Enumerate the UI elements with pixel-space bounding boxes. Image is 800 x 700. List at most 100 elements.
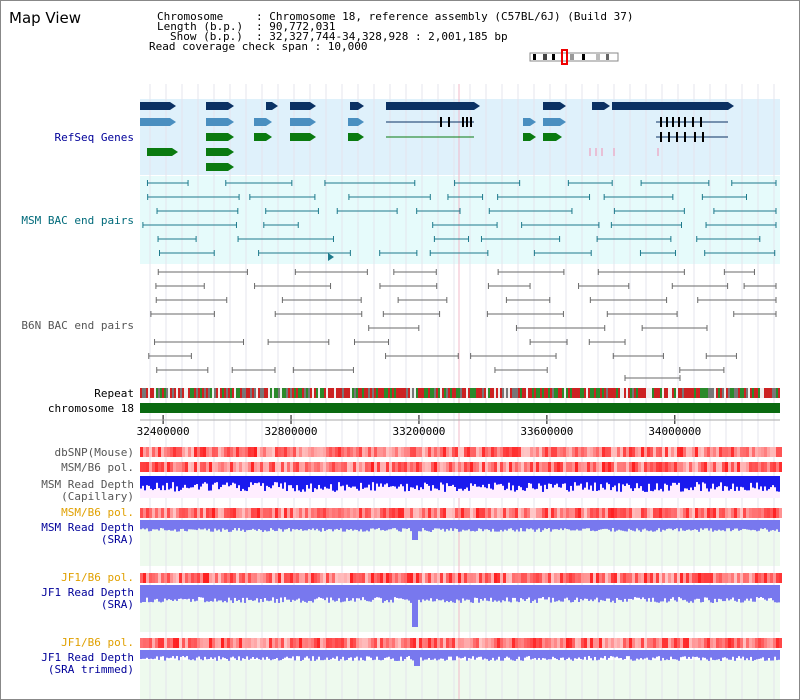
msm-capillary-depth xyxy=(496,476,498,485)
msm-sra-depth xyxy=(550,520,552,532)
dbsnp-strip xyxy=(167,447,170,457)
jf1-sra-depth xyxy=(366,585,368,602)
jf1-trim-depth xyxy=(524,650,526,658)
jf1-sra-depth xyxy=(262,585,264,602)
repeat-feature xyxy=(410,388,412,398)
repeat-feature xyxy=(548,388,550,398)
msm-capillary-depth xyxy=(538,476,540,484)
msm-pol-strip-2 xyxy=(395,508,398,518)
msm-pol-strip xyxy=(323,462,326,472)
msm-capillary-depth xyxy=(266,476,268,486)
msm-pol-strip-2 xyxy=(623,508,626,518)
dbsnp-strip xyxy=(587,447,590,457)
jf1-pol-strip xyxy=(629,573,632,583)
repeat-feature xyxy=(596,388,598,398)
jf1-sra-depth xyxy=(480,585,482,600)
msm-pol-strip-2 xyxy=(170,508,173,518)
jf1-sra-depth xyxy=(554,585,556,602)
jf1-sra-depth xyxy=(226,585,228,603)
msm-capillary-depth xyxy=(668,476,670,491)
repeat-feature xyxy=(760,388,762,398)
repeat-feature xyxy=(662,388,664,398)
jf1-trim-depth xyxy=(422,650,424,661)
jf1-sra-depth xyxy=(340,585,342,603)
msm-sra-depth xyxy=(734,520,736,529)
jf1-pol-strip-2 xyxy=(266,638,269,648)
repeat-feature xyxy=(272,388,274,398)
msm-sra-depth xyxy=(508,520,510,529)
repeat-feature xyxy=(422,388,424,398)
dbsnp-strip xyxy=(731,447,734,457)
msm-pol-strip-2 xyxy=(698,508,701,518)
dbsnp-strip xyxy=(509,447,512,457)
jf1-pol-strip-2 xyxy=(302,638,305,648)
jf1-trim-depth xyxy=(310,650,312,661)
dbsnp-strip xyxy=(143,447,146,457)
jf1-sra-depth xyxy=(706,585,708,598)
jf1-sra-depth xyxy=(358,585,360,599)
msm-pol-strip xyxy=(464,462,467,472)
dbsnp-strip xyxy=(680,447,683,457)
msm-pol-strip xyxy=(158,462,161,472)
msm-sra-depth xyxy=(394,520,396,529)
repeat-feature xyxy=(696,388,698,398)
msm-sra-depth xyxy=(186,520,188,532)
msm-capillary-depth xyxy=(488,476,490,484)
jf1-trim-depth xyxy=(590,650,592,659)
jf1-pol-strip xyxy=(338,573,341,583)
jf1-pol-strip xyxy=(764,573,767,583)
jf1-sra-depth xyxy=(414,585,416,627)
msm-capillary-depth xyxy=(600,476,602,485)
msm-capillary-depth xyxy=(348,476,350,487)
msm-sra-pad-bg xyxy=(140,528,780,566)
jf1-sra-depth xyxy=(322,585,324,599)
repeat-feature xyxy=(496,388,498,398)
msm-capillary-depth xyxy=(754,476,756,489)
jf1-trim-depth xyxy=(568,650,570,658)
msm-capillary-depth xyxy=(160,476,162,491)
msm-capillary-depth xyxy=(534,476,536,490)
msm-pol-strip xyxy=(608,462,611,472)
repeat-feature xyxy=(620,388,622,398)
dbsnp-strip xyxy=(287,447,290,457)
msm-pol-strip-2 xyxy=(554,508,557,518)
msm-capillary-depth xyxy=(304,476,306,492)
jf1-pol-strip-2 xyxy=(704,638,707,648)
msm-pol-strip-2 xyxy=(731,508,734,518)
jf1-sra-depth xyxy=(628,585,630,599)
jf1-sra-depth xyxy=(234,585,236,598)
jf1-pol-strip-2 xyxy=(209,638,212,648)
repeat-feature xyxy=(702,388,704,398)
msm-sra-depth xyxy=(710,520,712,529)
msm-capillary-depth xyxy=(346,476,348,485)
jf1-sra-depth xyxy=(190,585,192,602)
dbsnp-strip xyxy=(479,447,482,457)
msm-pol-strip xyxy=(749,462,752,472)
repeat-feature xyxy=(666,388,668,398)
msm-pol-strip-2 xyxy=(173,508,176,518)
msm-capillary-depth xyxy=(544,476,546,485)
label-b6n-bac-end-pairs: B6N BAC end pairs xyxy=(21,319,134,332)
msm-sra-depth xyxy=(230,520,232,532)
jf1-pol-strip-2 xyxy=(458,638,461,648)
msm-pol-strip xyxy=(650,462,653,472)
msm-sra-depth xyxy=(242,520,244,530)
msm-sra-depth xyxy=(376,520,378,529)
repeat-feature xyxy=(168,388,170,398)
repeat-feature xyxy=(160,388,162,398)
jf1-pol-strip xyxy=(473,573,476,583)
jf1-pol-strip xyxy=(545,573,548,583)
jf1-pol-strip-2 xyxy=(698,638,701,648)
msm-sra-depth xyxy=(382,520,384,530)
msm-pol-strip-2 xyxy=(386,508,389,518)
msm-pol-strip xyxy=(500,462,503,472)
jf1-trim-depth xyxy=(364,650,366,661)
repeat-feature xyxy=(676,388,678,398)
repeat-feature xyxy=(766,388,768,398)
jf1-pol-strip-2 xyxy=(185,638,188,648)
msm-capillary-depth xyxy=(404,476,406,492)
jf1-sra-depth xyxy=(612,585,614,601)
msm-sra-depth xyxy=(460,520,462,532)
jf1-pol-strip xyxy=(332,573,335,583)
